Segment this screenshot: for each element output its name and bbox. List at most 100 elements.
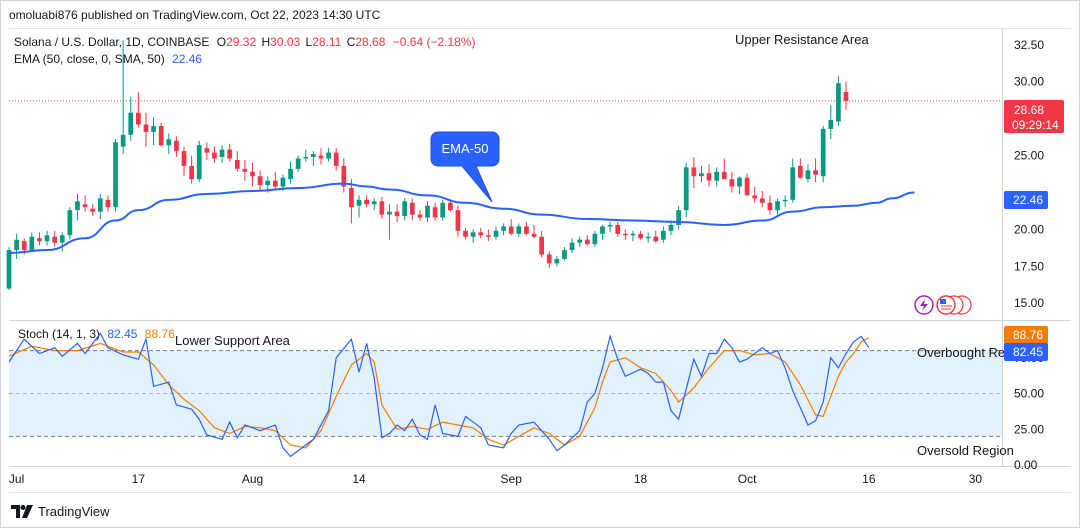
candle-body xyxy=(14,239,19,251)
stoch-k-badge: 82.45 xyxy=(1004,343,1048,361)
candle-body xyxy=(371,201,377,205)
candle-body xyxy=(668,224,674,231)
candle-body xyxy=(843,92,849,101)
time-tick-label: 14 xyxy=(352,472,366,486)
ema-legend: EMA (50, close, 0, SMA, 50) 22.46 xyxy=(14,52,202,66)
time-tick-label: 30 xyxy=(969,472,983,486)
candle-body xyxy=(729,179,735,187)
candle-body xyxy=(75,201,80,211)
ema-legend-label[interactable]: EMA (50, close, 0, SMA, 50) xyxy=(14,52,165,66)
candle-body xyxy=(349,188,354,208)
candle-body xyxy=(52,236,58,243)
stoch-legend-label[interactable]: Stoch (14, 1, 3) xyxy=(18,327,101,341)
candle-body xyxy=(539,236,545,255)
candle-body xyxy=(333,152,339,166)
candle-body xyxy=(470,232,476,237)
candle-body xyxy=(29,236,35,251)
time-tick-label: Aug xyxy=(242,472,263,486)
candle-body xyxy=(805,170,811,180)
candle-body xyxy=(440,202,446,218)
time-tick-label: Sep xyxy=(501,472,523,486)
candle-body xyxy=(135,112,141,125)
flag-icon-1[interactable] xyxy=(936,295,956,315)
candle-body xyxy=(797,165,803,178)
candle-body xyxy=(189,165,194,180)
stoch-d-value: 88.76 xyxy=(144,327,175,341)
candle-body xyxy=(463,230,468,237)
candle-body xyxy=(143,124,149,132)
candle-body xyxy=(767,202,773,211)
stoch-tick-label: 25.00 xyxy=(1014,422,1044,436)
candle-body xyxy=(813,170,818,175)
candle-body xyxy=(706,173,712,181)
ema-price-badge: 22.46 xyxy=(1004,191,1048,209)
time-axis: Jul 17 Aug 14 Sep 18 Oct 16 30 xyxy=(9,472,982,486)
candle-body xyxy=(516,226,522,234)
candle-body xyxy=(364,199,369,205)
candle-body xyxy=(554,258,560,264)
time-tick-label: Oct xyxy=(738,472,757,486)
candle-body xyxy=(6,250,12,289)
candle-body xyxy=(531,233,537,237)
candle-body xyxy=(699,173,704,177)
close-label: C xyxy=(346,35,356,49)
candle-body xyxy=(158,126,164,146)
stoch-tick-label: 50.00 xyxy=(1014,387,1044,401)
candle-body xyxy=(546,254,552,264)
candle-body xyxy=(501,226,506,231)
time-tick-label: 18 xyxy=(634,472,648,486)
candle-body xyxy=(683,167,689,211)
candles xyxy=(6,40,849,290)
tradingview-brand[interactable]: TradingView xyxy=(11,504,110,519)
candle-body xyxy=(272,180,278,187)
stoch-k-value: 82.45 xyxy=(107,327,138,341)
change-value: −0.64 (−2.18%) xyxy=(392,35,476,49)
candle-body xyxy=(661,230,666,240)
last-price-badge: 28.68 09:29:14 xyxy=(1004,100,1064,133)
candle-body xyxy=(478,232,484,236)
candle-body xyxy=(486,235,491,237)
candle-body xyxy=(759,198,765,203)
candle-body xyxy=(67,210,73,236)
price-tick-label: 30.00 xyxy=(1014,75,1044,89)
candle-body xyxy=(166,139,172,146)
stoch-k-badge-text: 82.45 xyxy=(1013,345,1043,359)
candle-body xyxy=(379,201,385,215)
stoch-k-line xyxy=(8,332,870,458)
low-value: 28.11 xyxy=(312,35,342,49)
us-flag-canton xyxy=(940,299,946,304)
candle-body xyxy=(234,159,240,169)
candle-body xyxy=(752,195,758,199)
stoch-tick-label: 0.00 xyxy=(1014,458,1038,472)
stoch-d-badge: 88.76 xyxy=(1004,326,1048,344)
events-icons[interactable] xyxy=(914,295,972,315)
candle-body xyxy=(455,210,461,231)
candle-body xyxy=(615,224,621,234)
last-price-text: 28.68 xyxy=(1014,103,1044,117)
overbought-label: Overbought Region xyxy=(917,345,1030,360)
candle-body xyxy=(714,171,720,181)
candle-body xyxy=(432,207,438,218)
candle-body xyxy=(21,241,27,251)
stoch-d-badge-text: 88.76 xyxy=(1013,328,1043,342)
candle-body xyxy=(341,165,347,187)
candle-body xyxy=(250,171,255,177)
candle-body xyxy=(44,235,50,242)
candle-body xyxy=(600,226,605,234)
candle-body xyxy=(196,145,202,180)
candle-body xyxy=(113,142,118,208)
candle-body xyxy=(592,233,598,245)
candle-body xyxy=(775,201,780,211)
candle-body xyxy=(356,199,362,206)
ema-callout: EMA-50 xyxy=(430,131,500,203)
candle-body xyxy=(120,134,126,147)
candle-body xyxy=(128,112,134,135)
symbol-name[interactable]: Solana / U.S. Dollar, 1D, COINBASE xyxy=(14,35,210,49)
candle-body xyxy=(303,157,309,159)
price-tick-label: 25.00 xyxy=(1014,149,1044,163)
candle-body xyxy=(394,211,400,217)
candle-body xyxy=(584,239,590,245)
candle-body xyxy=(181,151,187,166)
